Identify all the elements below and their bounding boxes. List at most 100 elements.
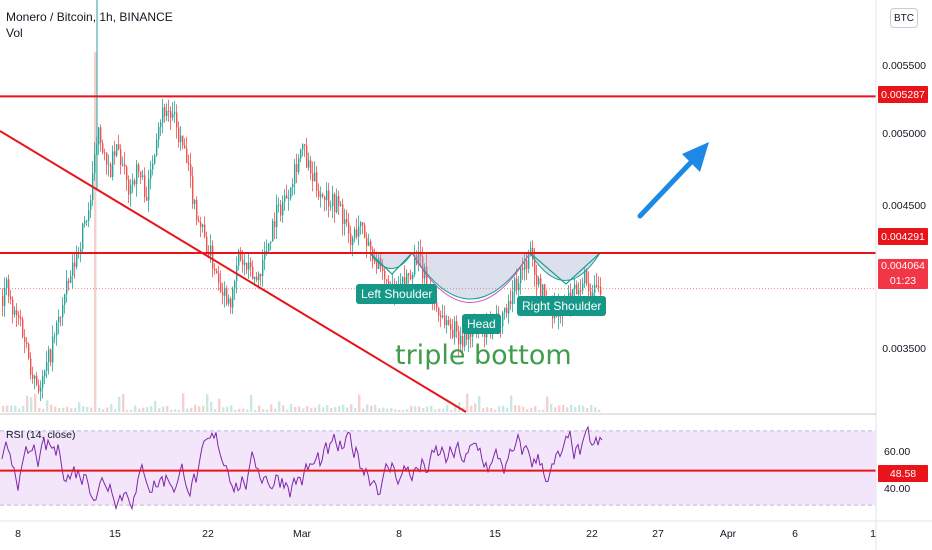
candle-body (324, 196, 326, 201)
candle-body (442, 315, 444, 318)
candle-body (266, 250, 268, 252)
candle-body (376, 262, 378, 269)
volume-bar (110, 404, 113, 412)
volume-bar (22, 405, 25, 412)
candle-body (250, 262, 252, 267)
volume-bar (578, 405, 581, 412)
candle-body (76, 253, 78, 267)
volume-bar (394, 409, 397, 412)
candle-body (88, 210, 90, 221)
candle-body (72, 262, 74, 276)
candle-body (356, 229, 358, 237)
volume-bar (450, 409, 453, 412)
volume-bar (366, 404, 369, 412)
candle-body (186, 148, 188, 164)
volume-bar (150, 405, 153, 412)
volume-bar (270, 404, 273, 412)
candle-body (190, 164, 192, 177)
candle-body (512, 291, 514, 305)
candle-body (44, 370, 46, 377)
volume-bar (130, 409, 133, 412)
candle-body (26, 342, 28, 345)
candle-body (336, 196, 338, 213)
candle-body (86, 220, 88, 222)
currency-button[interactable]: BTC (890, 8, 918, 28)
head-curve (411, 252, 531, 304)
candle-body (526, 259, 528, 269)
candle-body (46, 362, 48, 371)
candle-body (240, 250, 242, 260)
volume-bar (474, 403, 477, 412)
volume-bar (306, 406, 309, 412)
candle-body (286, 195, 288, 199)
volume-bar (246, 409, 249, 412)
candle-body (298, 158, 300, 173)
candle-body (530, 247, 532, 254)
candle-body (346, 219, 348, 223)
volume-bar (238, 408, 241, 412)
time-tick-label: 27 (652, 528, 664, 540)
candle-body (534, 259, 536, 275)
candle-body (160, 122, 162, 127)
candle-body (320, 194, 322, 197)
candle-body (208, 253, 210, 256)
volume-bar (146, 407, 149, 412)
candle-body (116, 144, 118, 156)
candle-body (18, 315, 20, 318)
candle-body (98, 127, 100, 145)
volume-bar (414, 406, 417, 412)
candle-body (518, 283, 520, 291)
candle-body (32, 374, 34, 379)
candle-body (598, 286, 600, 288)
candle-body (452, 329, 454, 338)
candle-body (140, 171, 142, 178)
candle-body (184, 145, 186, 149)
candle-body (368, 241, 370, 246)
volume-bar (62, 407, 65, 412)
candle-body (362, 222, 364, 225)
volume-bar (494, 409, 497, 412)
candle-body (408, 273, 410, 276)
candle-body (128, 179, 130, 195)
volume-bar (502, 405, 505, 412)
volume-bar (582, 405, 585, 412)
candle-body (338, 196, 340, 206)
candle-body (586, 270, 588, 284)
volume-bar (382, 407, 385, 412)
volume-bar (318, 404, 321, 412)
candle-body (8, 279, 10, 297)
rsi-indicator-pane (0, 425, 876, 511)
current-price-value: 0.004064 (881, 260, 925, 272)
candle-body (202, 224, 204, 228)
candle-body (524, 259, 526, 270)
volume-bar (354, 407, 357, 412)
candle-body (20, 317, 22, 320)
candle-body (308, 160, 310, 168)
volume-bar (506, 407, 509, 412)
volume-bar (6, 405, 9, 412)
volume-bar (590, 404, 593, 412)
price-tick-label: 0.003500 (882, 343, 926, 355)
volume-bar (86, 406, 89, 412)
candle-body (370, 241, 372, 250)
candle-body (502, 312, 504, 327)
candle-body (522, 267, 524, 270)
candle-body (14, 310, 16, 315)
candle-body (352, 237, 354, 246)
time-tick-label: 22 (202, 528, 214, 540)
candle-body (80, 248, 82, 253)
candle-body (242, 259, 244, 265)
candle-body (16, 310, 18, 316)
candle-body (514, 278, 516, 292)
volume-bar (294, 406, 297, 412)
candle-body (316, 172, 318, 191)
candle-body (306, 145, 308, 168)
candle-body (464, 324, 466, 347)
rsi-tick-label: 40.00 (884, 483, 911, 495)
bar-countdown: 01:23 (889, 275, 917, 287)
candle-body (60, 316, 62, 318)
candle-body (536, 274, 538, 285)
volume-bar (274, 408, 277, 412)
candle-body (270, 241, 272, 244)
